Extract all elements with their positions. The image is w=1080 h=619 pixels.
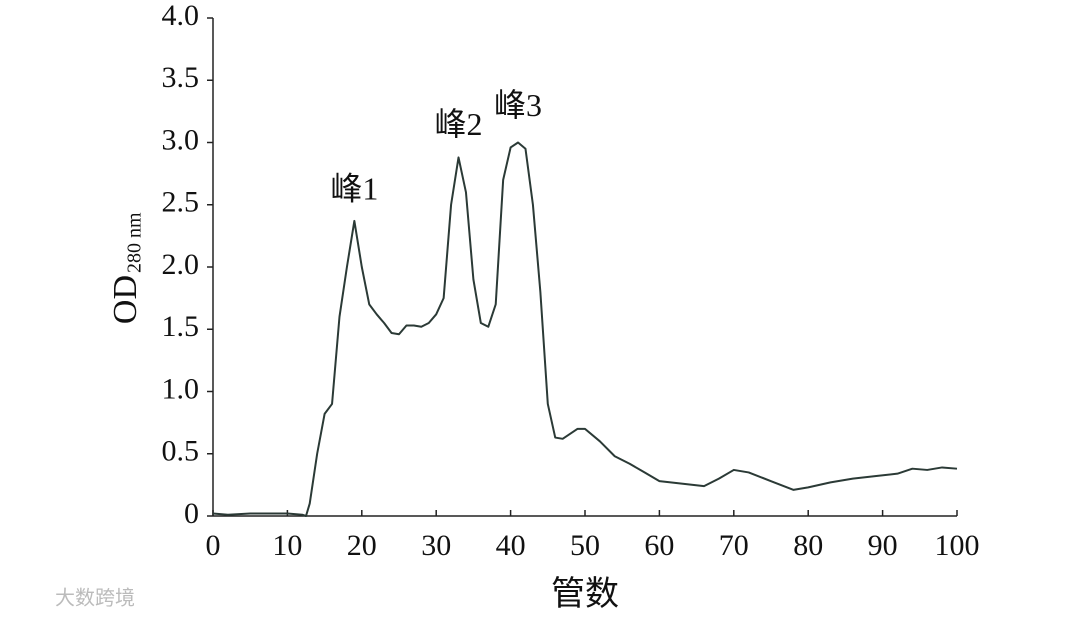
annotation: 峰2 xyxy=(435,106,483,142)
y-tick-label: 3.5 xyxy=(162,61,200,94)
x-tick-label: 70 xyxy=(719,529,749,562)
x-tick-label: 20 xyxy=(347,529,377,562)
x-axis-label: 管数 xyxy=(551,575,619,613)
y-axis-label: OD xyxy=(107,275,144,324)
x-tick-label: 50 xyxy=(570,529,600,562)
x-tick-label: 0 xyxy=(206,529,221,562)
y-tick-label: 2.5 xyxy=(162,186,200,219)
x-tick-label: 80 xyxy=(793,529,823,562)
y-tick-label: 2.0 xyxy=(162,248,200,281)
y-tick-label: 4.0 xyxy=(162,0,200,32)
annotation: 峰1 xyxy=(330,171,378,207)
y-tick-label: 0 xyxy=(184,497,199,530)
y-axis-label-group: OD 280 nm xyxy=(107,212,146,324)
x-tick-label: 10 xyxy=(272,529,302,562)
y-tick-label: 0.5 xyxy=(162,435,200,468)
data-line xyxy=(212,141,958,517)
annotation: 峰3 xyxy=(494,87,542,123)
y-axis-label-sub: 280 nm xyxy=(124,212,146,273)
watermark: 大数跨境 xyxy=(55,586,135,610)
y-tick-label: 1.5 xyxy=(162,310,200,343)
x-tick-label: 40 xyxy=(496,529,526,562)
y-tick-label: 3.0 xyxy=(162,123,200,156)
y-tick-label: 1.0 xyxy=(162,372,200,405)
x-tick-label: 100 xyxy=(935,529,980,562)
x-tick-label: 30 xyxy=(421,529,451,562)
x-tick-label: 90 xyxy=(868,529,898,562)
x-tick-label: 60 xyxy=(644,529,674,562)
